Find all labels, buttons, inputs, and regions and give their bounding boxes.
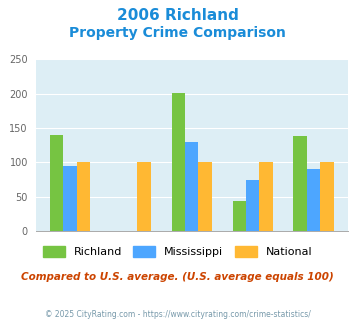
Bar [233,201,246,231]
Bar [171,93,185,231]
Bar [320,162,334,231]
Text: 2006 Richland: 2006 Richland [116,8,239,23]
Bar [294,136,307,231]
Text: © 2025 CityRating.com - https://www.cityrating.com/crime-statistics/: © 2025 CityRating.com - https://www.city… [45,310,310,318]
Bar [185,142,198,231]
Bar [77,162,90,231]
Bar [50,135,63,231]
Bar [63,166,77,231]
Text: Property Crime Comparison: Property Crime Comparison [69,26,286,40]
Bar [307,169,320,231]
Legend: Richland, Mississippi, National: Richland, Mississippi, National [38,242,317,262]
Bar [260,162,273,231]
Bar [137,162,151,231]
Text: Compared to U.S. average. (U.S. average equals 100): Compared to U.S. average. (U.S. average … [21,272,334,282]
Bar [198,162,212,231]
Bar [246,180,260,231]
